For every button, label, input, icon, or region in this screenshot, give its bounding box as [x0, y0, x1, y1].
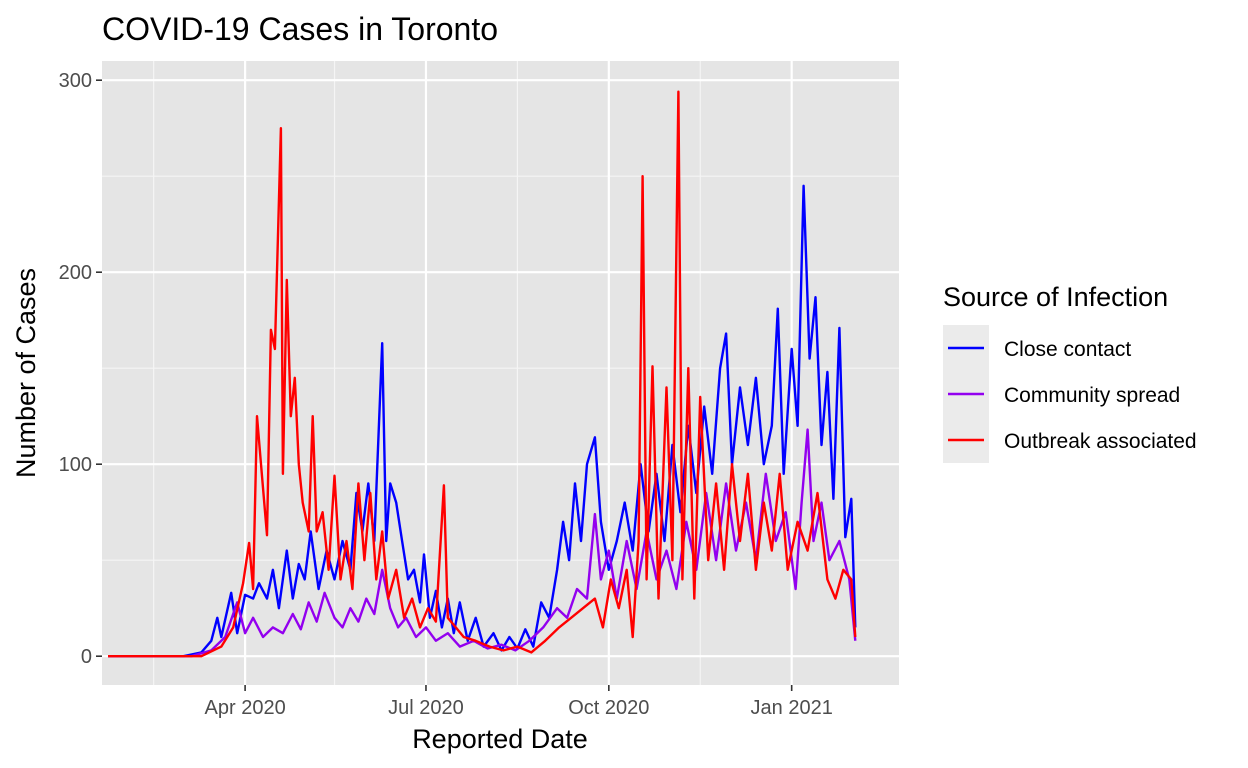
chart-title: COVID-19 Cases in Toronto — [102, 11, 498, 47]
legend-label: Outbreak associated — [1004, 430, 1197, 453]
x-tick-label: Oct 2020 — [568, 697, 649, 719]
y-axis-ticks: 0 100 200 300 — [59, 70, 102, 668]
series-line-close-contact — [108, 184, 857, 658]
x-tick-label: Apr 2020 — [205, 697, 286, 719]
x-tick-label: Jan 2021 — [751, 697, 833, 719]
x-axis-title: Reported Date — [412, 724, 588, 754]
y-tick-label: 200 — [59, 262, 92, 284]
legend: Source of Infection Close contact Communi… — [943, 282, 1197, 463]
major-gridlines — [102, 61, 899, 685]
y-tick-label: 100 — [59, 454, 92, 476]
x-tick-label: Jul 2020 — [388, 697, 464, 719]
plot-panel — [102, 61, 899, 685]
series-line-outbreak-associated — [108, 90, 857, 658]
y-tick-label: 0 — [81, 646, 92, 668]
x-axis-ticks: Apr 2020 Jul 2020 Oct 2020 Jan 2021 — [205, 685, 833, 719]
legend-label: Community spread — [1004, 384, 1180, 407]
y-axis-title: Number of Cases — [11, 268, 41, 478]
minor-gridlines — [102, 61, 899, 685]
legend-keys: Close contact Community spread Outbreak as… — [943, 325, 1197, 463]
legend-title: Source of Infection — [943, 282, 1168, 312]
y-tick-label: 300 — [59, 70, 92, 92]
series-lines — [108, 90, 857, 658]
series-line-community-spread — [108, 428, 857, 658]
legend-label: Close contact — [1004, 338, 1131, 361]
